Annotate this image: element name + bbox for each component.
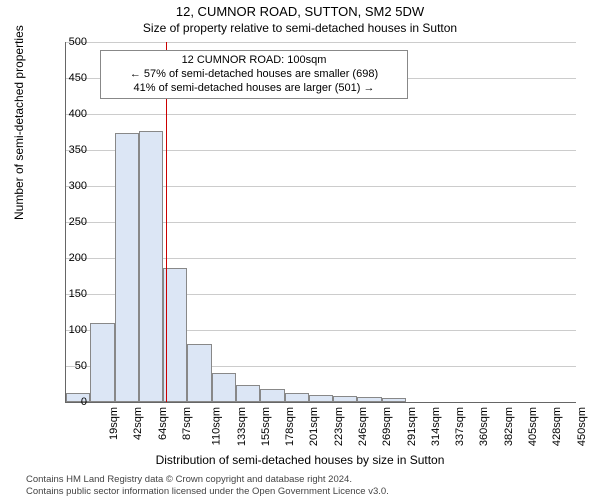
y-axis-label: Number of semi-detached properties	[12, 25, 26, 220]
x-tick-label: 133sqm	[236, 407, 248, 446]
x-tick-label: 314sqm	[430, 407, 442, 446]
x-tick-label: 360sqm	[479, 407, 491, 446]
x-tick-label: 246sqm	[357, 407, 369, 446]
x-tick-label: 155sqm	[260, 407, 272, 446]
annotation-line-1: 12 CUMNOR ROAD: 100sqm	[109, 54, 399, 68]
page-subtitle: Size of property relative to semi-detach…	[0, 19, 600, 35]
y-tick-label: 350	[47, 144, 87, 156]
gridline	[66, 114, 576, 115]
x-tick-label: 178sqm	[284, 407, 296, 446]
histogram-bar	[333, 396, 357, 402]
y-tick-label: 50	[47, 360, 87, 372]
page-title: 12, CUMNOR ROAD, SUTTON, SM2 5DW	[0, 0, 600, 19]
histogram-bar	[357, 397, 381, 402]
x-tick-label: 42sqm	[132, 407, 144, 440]
histogram-bar	[139, 131, 163, 402]
x-tick-label: 201sqm	[309, 407, 321, 446]
x-tick-label: 291sqm	[406, 407, 418, 446]
footer-attribution: Contains HM Land Registry data © Crown c…	[26, 474, 389, 498]
y-tick-label: 100	[47, 324, 87, 336]
y-tick-label: 0	[47, 396, 87, 408]
y-tick-label: 300	[47, 180, 87, 192]
histogram-bar	[285, 393, 309, 402]
y-tick-label: 400	[47, 108, 87, 120]
gridline	[66, 42, 576, 43]
x-tick-label: 223sqm	[333, 407, 345, 446]
histogram-bar	[212, 373, 236, 402]
y-tick-label: 150	[47, 288, 87, 300]
histogram-bar	[236, 385, 260, 402]
x-tick-label: 428sqm	[551, 407, 563, 446]
x-tick-label: 64sqm	[157, 407, 169, 440]
chart-plot-area: 12 CUMNOR ROAD: 100sqm← 57% of semi-deta…	[65, 42, 576, 403]
x-tick-label: 382sqm	[503, 407, 515, 446]
y-tick-label: 250	[47, 216, 87, 228]
histogram-bar	[115, 133, 139, 402]
x-tick-label: 405sqm	[527, 407, 539, 446]
x-axis-label: Distribution of semi-detached houses by …	[0, 453, 600, 467]
histogram-bar	[309, 395, 333, 402]
x-tick-label: 110sqm	[211, 407, 223, 445]
annotation-line-3: 41% of semi-detached houses are larger (…	[109, 82, 399, 96]
x-tick-label: 450sqm	[576, 407, 588, 446]
histogram-bar	[90, 323, 114, 402]
footer-line-1: Contains HM Land Registry data © Crown c…	[26, 474, 389, 486]
histogram-bar	[382, 398, 406, 402]
annotation-line-2: ← 57% of semi-detached houses are smalle…	[109, 68, 399, 82]
x-tick-label: 19sqm	[108, 407, 120, 440]
y-tick-label: 500	[47, 36, 87, 48]
histogram-bar	[187, 344, 211, 402]
footer-line-2: Contains public sector information licen…	[26, 486, 389, 498]
y-tick-label: 200	[47, 252, 87, 264]
annotation-box: 12 CUMNOR ROAD: 100sqm← 57% of semi-deta…	[100, 50, 408, 99]
x-tick-label: 337sqm	[454, 407, 466, 446]
histogram-bar	[260, 389, 284, 402]
histogram-bar	[163, 268, 187, 402]
y-tick-label: 450	[47, 72, 87, 84]
x-tick-label: 87sqm	[181, 407, 193, 440]
x-tick-label: 269sqm	[381, 407, 393, 446]
